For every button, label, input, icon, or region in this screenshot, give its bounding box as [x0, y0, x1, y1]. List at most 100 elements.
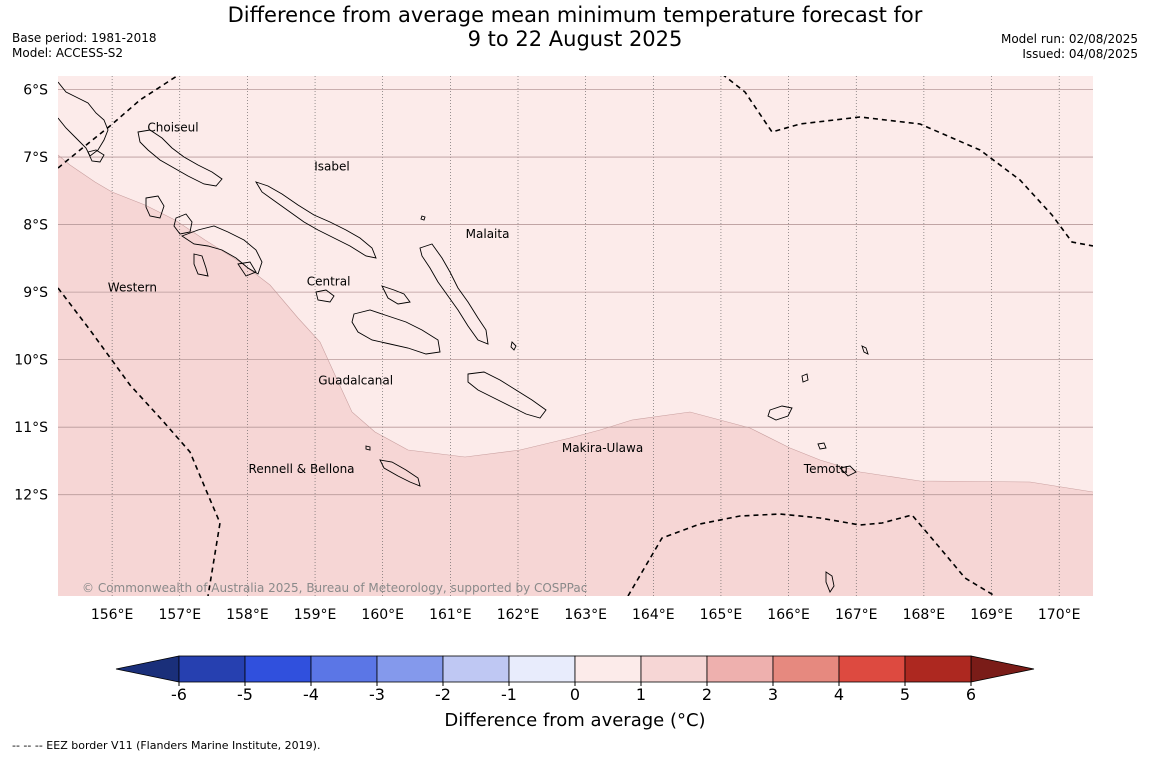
longitude-label: 166°E	[767, 607, 810, 623]
island-bellona	[365, 445, 371, 451]
island-santa-cruz-ndeni	[767, 405, 793, 421]
longitude-label: 169°E	[970, 607, 1013, 623]
longitude-label: 165°E	[700, 607, 743, 623]
colorbar-tick-label: -5	[237, 685, 253, 700]
colorbar-over-extension	[970, 655, 1035, 683]
colorbar-tick-label: 5	[900, 685, 910, 700]
island-utupua	[817, 442, 827, 450]
colorbar-tick-label: 3	[768, 685, 778, 700]
anomaly-fill-1-2	[58, 155, 1093, 596]
island-duff	[861, 345, 869, 355]
province-label: Isabel	[314, 160, 349, 174]
colorbar-tick-label: -4	[303, 685, 319, 700]
title-line-1: Difference from average mean minimum tem…	[227, 3, 923, 27]
meta-right: Model run: 02/08/2025 Issued: 04/08/2025	[1001, 32, 1138, 62]
island-nggela	[381, 285, 411, 305]
colorbar-tick-label: 6	[966, 685, 976, 700]
colorbar-segment	[442, 655, 510, 683]
longitude-label: 156°E	[91, 607, 134, 623]
province-label: Rennell & Bellona	[249, 462, 355, 476]
eez-border-south	[627, 513, 996, 596]
eez-border-northwest	[58, 76, 179, 169]
latitude-label: 6°S	[23, 83, 48, 99]
latitude-label: 10°S	[14, 353, 48, 369]
island-ontong-java	[420, 215, 426, 221]
base-period: Base period: 1981-2018	[12, 31, 157, 45]
longitude-label: 160°E	[361, 607, 404, 623]
longitude-label: 159°E	[294, 607, 337, 623]
colorbar-segment	[178, 655, 246, 683]
colorbar-segment	[706, 655, 774, 683]
map-title: Difference from average mean minimum tem…	[0, 3, 1150, 51]
colorbar-tick-label: 0	[570, 685, 580, 700]
island-russell	[315, 289, 335, 303]
eez-border-southwest	[58, 287, 221, 596]
island-choiseul	[137, 129, 223, 187]
latitude-label: 9°S	[23, 285, 48, 301]
province-label: Makira-Ulawa	[562, 441, 643, 455]
latitude-label: 8°S	[23, 218, 48, 234]
longitude-label: 157°E	[158, 607, 201, 623]
colorbar-tick-label: -1	[501, 685, 517, 700]
issued-date: Issued: 04/08/2025	[1022, 47, 1138, 61]
latitude-label: 7°S	[23, 150, 48, 166]
colorbar-under-extension	[115, 655, 180, 683]
island-reef-islands	[801, 373, 809, 383]
colorbar-segment	[376, 655, 444, 683]
island-tetepare	[237, 261, 257, 277]
colorbar-label: Difference from average (°C)	[444, 710, 706, 731]
model-run: Model run: 02/08/2025	[1000, 32, 1138, 46]
island-rendova	[193, 253, 209, 277]
island-rennell	[379, 459, 421, 487]
longitude-labels: 156°E 157°E 158°E 159°E 160°E 161°E 162°E 163°E…	[91, 607, 1081, 623]
colorbar-tick-label: 2	[702, 685, 712, 700]
colorbar-segment	[640, 655, 708, 683]
province-label: Western	[108, 280, 157, 294]
colorbar-segment	[838, 655, 906, 683]
colorbar-tick-label: -6	[171, 685, 187, 700]
island-kolombangara	[173, 213, 193, 235]
island-new-georgia	[181, 225, 263, 275]
island-small-malaita	[510, 341, 517, 351]
title-line-2: 9 to 22 August 2025	[467, 27, 683, 51]
colorbar-tick-label: 4	[834, 685, 844, 700]
graticule	[58, 76, 1093, 596]
longitude-label: 168°E	[903, 607, 946, 623]
model-name: Model: ACCESS-S2	[12, 46, 124, 60]
copyright-notice: © Commonwealth of Australia 2025, Bureau…	[82, 581, 587, 595]
province-labels: Choiseul Isabel Malaita Western Central Guada…	[108, 120, 848, 476]
island-makira	[467, 371, 547, 419]
eez-borders	[58, 76, 1093, 596]
latitude-label: 12°S	[14, 488, 48, 504]
latitude-label: 11°S	[14, 420, 48, 436]
longitude-label: 164°E	[632, 607, 675, 623]
map-figure: Choiseul Isabel Malaita Western Central Guada…	[14, 76, 1093, 700]
longitude-label: 162°E	[497, 607, 540, 623]
anomaly-contour-line	[58, 154, 1093, 493]
province-label: Central	[307, 274, 351, 288]
longitude-label: 158°E	[226, 607, 269, 623]
colorbar-segment	[904, 655, 972, 683]
colorbar-tick-label: 1	[636, 685, 646, 700]
longitude-label: 163°E	[564, 607, 607, 623]
colorbar-segment	[244, 655, 312, 683]
island-bougainville-coast	[58, 81, 109, 157]
island-guadalcanal	[351, 309, 441, 355]
island-tikopia	[825, 571, 835, 593]
longitude-label: 170°E	[1038, 607, 1081, 623]
eez-footnote: -- -- -- EEZ border V11 (Flanders Marine…	[12, 739, 321, 752]
province-label: Guadalcanal	[318, 374, 393, 388]
colorbar-tick-label: -2	[435, 685, 451, 700]
island-santa-isabel	[254, 181, 377, 259]
colorbar-segment	[772, 655, 840, 683]
province-label: Malaita	[466, 227, 510, 241]
eez-border-northeast	[723, 76, 1093, 247]
meta-left: Base period: 1981-2018 Model: ACCESS-S2	[12, 31, 157, 61]
colorbar-segment	[574, 655, 642, 683]
province-label: Choiseul	[147, 120, 198, 134]
colorbar: -6 -5 -4 -3 -2 -1 0 1 2 3 4 5 6	[115, 655, 1035, 700]
island-malaita	[419, 243, 489, 345]
colorbar-segment	[508, 655, 576, 683]
island-vella-lavella	[145, 195, 165, 219]
latitude-labels: 6°S 7°S 8°S 9°S 10°S 11°S 12°S	[14, 83, 48, 504]
